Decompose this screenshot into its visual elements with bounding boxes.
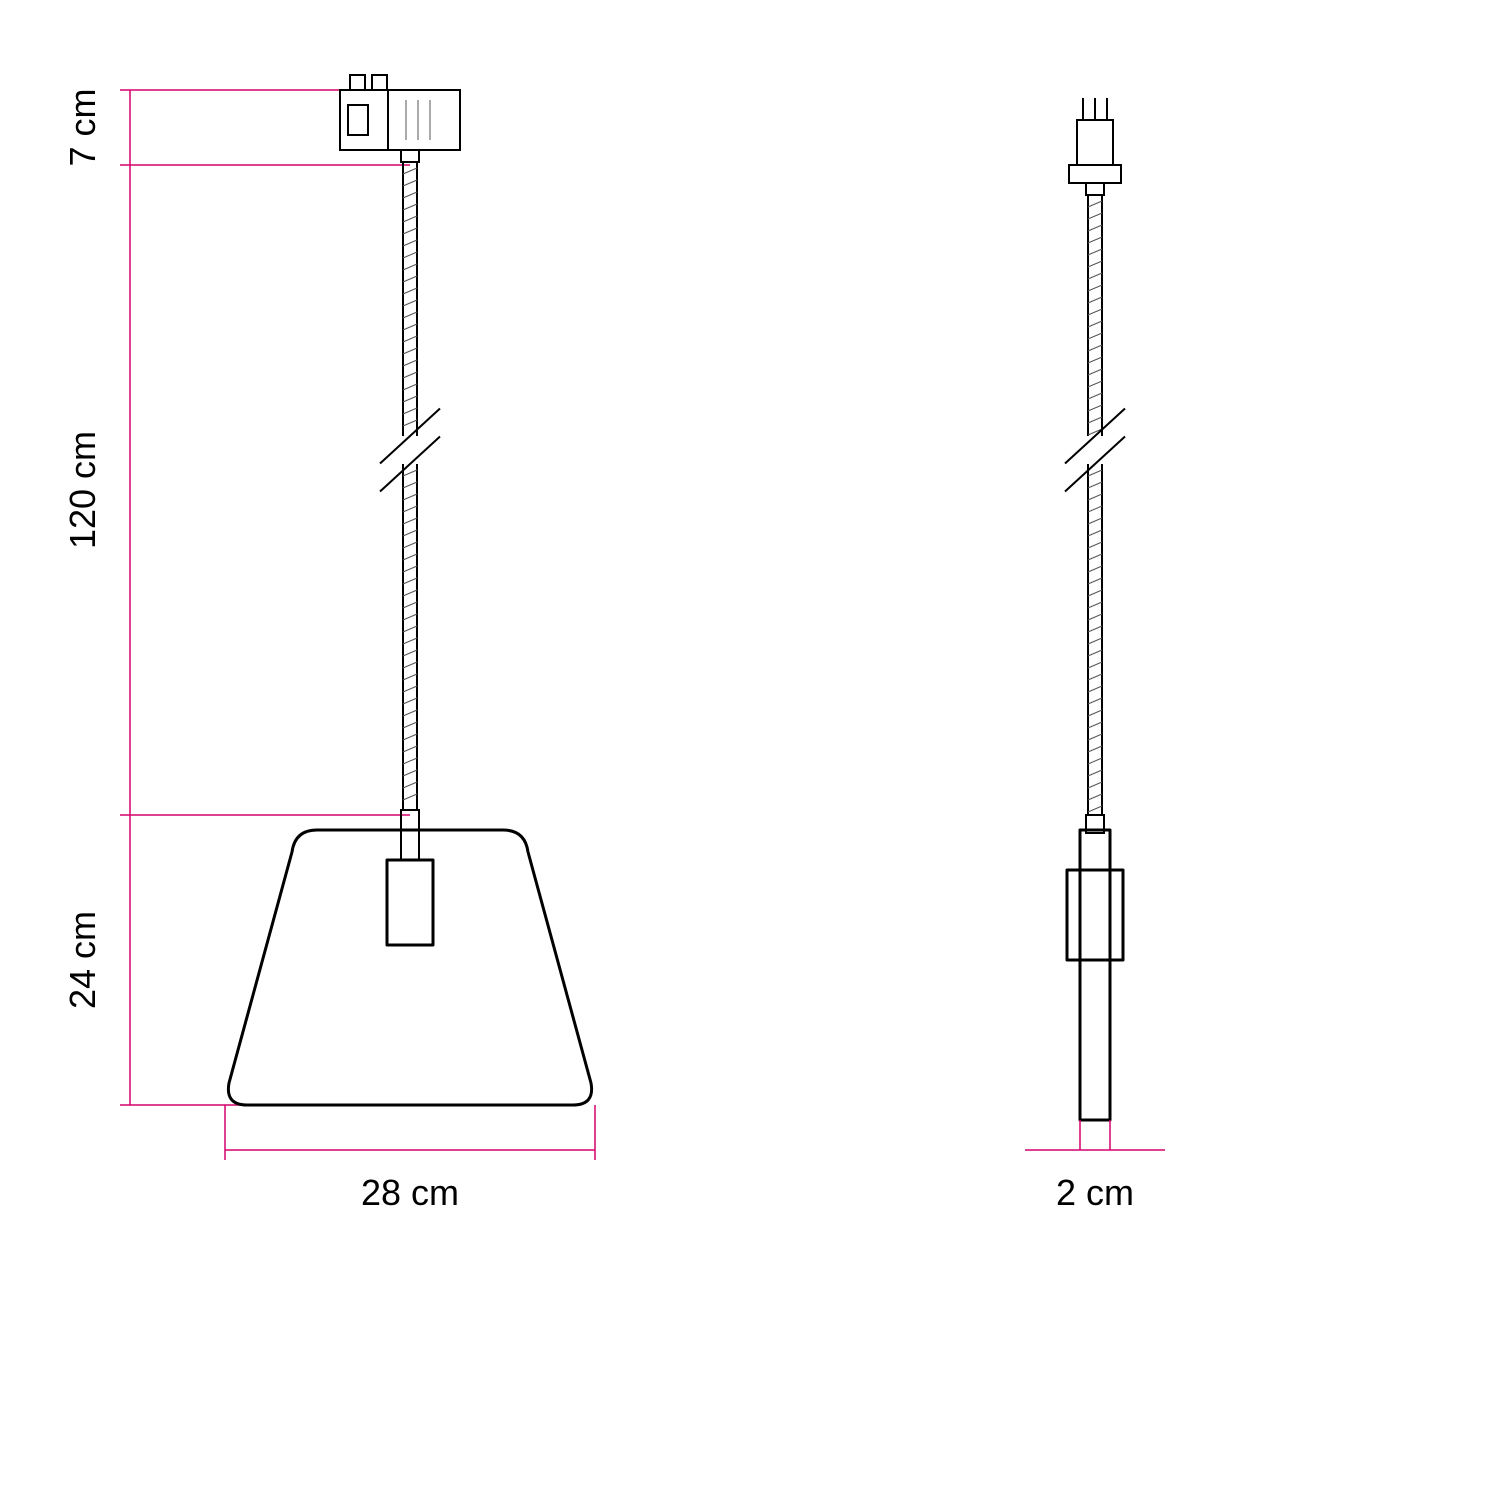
- pendant-lamp-side-view: [1065, 98, 1125, 1120]
- dim-label-shade-width: 28 cm: [361, 1172, 459, 1213]
- dim-label-shade-height: 24 cm: [62, 911, 103, 1009]
- dimension-width-side: [1025, 1120, 1165, 1150]
- dim-label-side-width: 2 cm: [1056, 1172, 1134, 1213]
- dim-label-cable-length: 120 cm: [62, 431, 103, 549]
- pendant-lamp-front-view: [228, 75, 591, 1105]
- dim-label-connector-height: 7 cm: [62, 88, 103, 166]
- dimension-width-front: [225, 1105, 595, 1160]
